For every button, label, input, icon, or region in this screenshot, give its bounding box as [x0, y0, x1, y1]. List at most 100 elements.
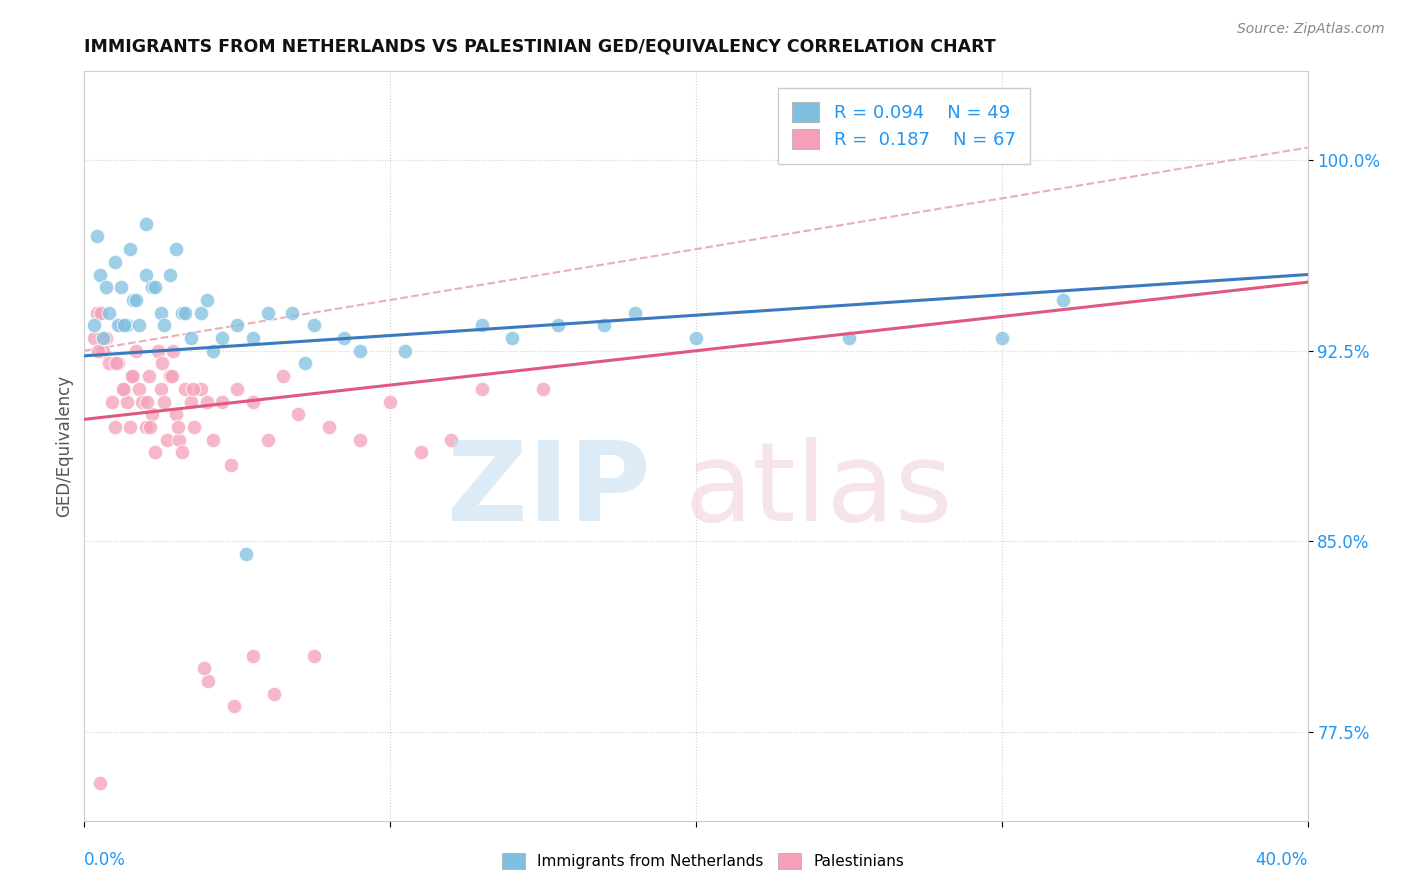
Point: [172, 306, 194, 320]
Point: [349, 343, 371, 358]
Point: [547, 318, 569, 333]
Point: [149, 306, 172, 320]
Point: [153, 318, 176, 333]
Point: [110, 318, 132, 333]
Point: [211, 394, 233, 409]
Point: [380, 394, 402, 409]
Point: [91, 343, 114, 358]
Point: [97, 306, 120, 320]
Point: [112, 318, 135, 333]
Point: [115, 394, 138, 409]
Point: [181, 382, 204, 396]
Point: [86, 306, 108, 320]
Point: [257, 306, 280, 320]
Point: [183, 420, 205, 434]
Point: [131, 394, 153, 409]
Point: [257, 433, 280, 447]
Point: [409, 445, 432, 459]
Point: [193, 661, 215, 675]
Point: [195, 394, 218, 409]
Point: [143, 280, 166, 294]
Point: [159, 369, 181, 384]
Point: [242, 394, 264, 409]
Point: [1052, 293, 1074, 307]
Point: [128, 318, 150, 333]
Y-axis label: GED/Equivalency: GED/Equivalency: [55, 375, 73, 517]
Point: [838, 331, 860, 345]
Point: [135, 217, 157, 231]
Point: [156, 433, 179, 447]
Point: [287, 407, 309, 421]
Point: [135, 268, 157, 282]
Point: [128, 382, 150, 396]
Point: [271, 369, 294, 384]
Point: [165, 242, 187, 256]
Point: [104, 255, 127, 269]
Point: [294, 356, 316, 370]
Point: [190, 382, 212, 396]
Point: [90, 306, 112, 320]
Point: [166, 420, 188, 434]
Point: [122, 293, 145, 307]
Point: [83, 331, 105, 345]
Point: [143, 445, 166, 459]
Point: [471, 318, 494, 333]
Point: [263, 687, 285, 701]
Point: [87, 343, 110, 358]
Point: [685, 331, 707, 345]
Point: [112, 382, 135, 396]
Point: [139, 420, 162, 434]
Point: [197, 673, 219, 688]
Point: [105, 356, 128, 370]
Point: [135, 420, 157, 434]
Text: IMMIGRANTS FROM NETHERLANDS VS PALESTINIAN GED/EQUIVALENCY CORRELATION CHART: IMMIGRANTS FROM NETHERLANDS VS PALESTINI…: [84, 38, 995, 56]
Point: [141, 407, 163, 421]
Point: [174, 382, 197, 396]
Point: [531, 382, 554, 396]
Point: [226, 382, 249, 396]
Point: [160, 369, 183, 384]
Point: [219, 458, 242, 472]
Point: [172, 445, 194, 459]
Point: [83, 318, 105, 333]
Legend: Immigrants from Netherlands, Palestinians: Immigrants from Netherlands, Palestinian…: [495, 847, 911, 875]
Point: [190, 306, 212, 320]
Point: [122, 369, 145, 384]
Point: [201, 343, 224, 358]
Point: [242, 648, 264, 663]
Point: [125, 343, 148, 358]
Point: [101, 394, 124, 409]
Point: [89, 775, 111, 789]
Point: [235, 547, 257, 561]
Point: [180, 331, 202, 345]
Point: [107, 318, 129, 333]
Point: [94, 280, 117, 294]
Point: [624, 306, 647, 320]
Point: [86, 229, 108, 244]
Point: [224, 699, 246, 714]
Point: [162, 343, 184, 358]
Point: [107, 356, 129, 370]
Point: [201, 433, 224, 447]
Point: [89, 268, 111, 282]
Point: [180, 394, 202, 409]
Point: [121, 369, 143, 384]
Point: [281, 306, 304, 320]
Point: [149, 382, 172, 396]
Point: [195, 293, 218, 307]
Text: ZIP: ZIP: [447, 437, 651, 544]
Point: [120, 242, 142, 256]
Point: [146, 343, 169, 358]
Point: [120, 420, 142, 434]
Point: [174, 306, 197, 320]
Point: [94, 331, 117, 345]
Point: [111, 382, 134, 396]
Point: [115, 318, 138, 333]
Point: [167, 433, 190, 447]
Point: [991, 331, 1014, 345]
Point: [593, 318, 616, 333]
Point: [242, 331, 264, 345]
Text: 40.0%: 40.0%: [1256, 851, 1308, 869]
Text: 0.0%: 0.0%: [84, 851, 127, 869]
Point: [97, 356, 120, 370]
